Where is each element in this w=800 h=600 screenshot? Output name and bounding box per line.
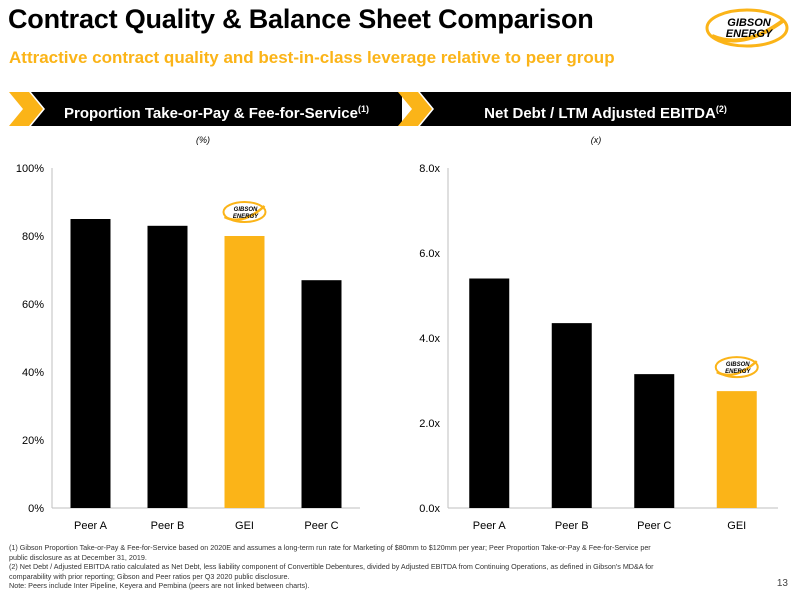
y-tick-label: 6.0x bbox=[419, 248, 440, 260]
logo-line2: ENERGY bbox=[726, 28, 774, 40]
y-tick-label: 8.0x bbox=[419, 163, 440, 175]
gibson-energy-logo: GIBSON ENERGY bbox=[705, 8, 789, 48]
page-number: 13 bbox=[776, 578, 788, 589]
right-chart-banner: Net Debt / LTM Adjusted EBITDA(2) bbox=[398, 92, 791, 126]
y-tick-label: 100% bbox=[16, 163, 44, 175]
y-tick-label: 20% bbox=[22, 435, 44, 447]
footnote-line: (2) Net Debt / Adjusted EBITDA ratio cal… bbox=[9, 562, 654, 572]
x-tick-label: Peer B bbox=[151, 520, 185, 532]
left-bar-chart: 0% 20% 40% 60% 80% 100% Peer A Peer B GEI GIBSONE… bbox=[16, 163, 360, 532]
bar-peer-c bbox=[634, 374, 675, 508]
right-chart-title: Net Debt / LTM Adjusted EBITDA bbox=[484, 105, 716, 122]
svg-text:GIBSON: GIBSON bbox=[234, 207, 258, 213]
left-chart-title: Proportion Take-or-Pay & Fee-for-Service bbox=[64, 105, 358, 122]
y-tick-label: 2.0x bbox=[419, 418, 440, 430]
svg-text:GIBSON: GIBSON bbox=[726, 362, 750, 368]
y-tick-label: 80% bbox=[22, 231, 44, 243]
page-subtitle: Attractive contract quality and best-in-… bbox=[9, 48, 615, 67]
left-chart-banner: Proportion Take-or-Pay & Fee-for-Service… bbox=[9, 92, 402, 126]
footnotes: (1) Gibson Proportion Take-or-Pay & Fee-… bbox=[9, 543, 749, 591]
bar-peer-a bbox=[469, 278, 510, 508]
left-chart-unit: (%) bbox=[196, 135, 210, 145]
x-tick-label: Peer A bbox=[74, 520, 108, 532]
x-tick-label: Peer C bbox=[637, 520, 671, 532]
y-tick-label: 0% bbox=[28, 503, 44, 515]
y-tick-label: 4.0x bbox=[419, 333, 440, 345]
svg-text:ENERGY: ENERGY bbox=[725, 369, 751, 375]
bar-peer-c bbox=[301, 280, 342, 508]
y-tick-label: 0.0x bbox=[419, 503, 440, 515]
x-tick-label: Peer C bbox=[304, 520, 338, 532]
bar-peer-b bbox=[147, 225, 188, 509]
footnote-line: public disclosure as at December 31, 201… bbox=[9, 552, 147, 562]
right-bar-chart: 0.0x 2.0x 4.0x 6.0x 8.0x Peer A Peer B Peer C GE… bbox=[419, 163, 778, 532]
footnote-line: (1) Gibson Proportion Take-or-Pay & Fee-… bbox=[9, 543, 651, 552]
footnote-line: comparability with prior reporting; Gibs… bbox=[9, 571, 290, 581]
x-tick-label: Peer B bbox=[555, 520, 589, 532]
x-tick-label: Peer A bbox=[473, 520, 507, 532]
x-tick-label: GEI bbox=[727, 520, 746, 532]
bar-peer-a bbox=[70, 219, 111, 508]
bar-gei bbox=[224, 236, 265, 508]
svg-text:ENERGY: ENERGY bbox=[233, 214, 259, 220]
y-tick-label: 40% bbox=[22, 367, 44, 379]
y-tick-label: 60% bbox=[22, 299, 44, 311]
logo-line1: GIBSON bbox=[727, 17, 771, 29]
bar-peer-b bbox=[551, 323, 592, 508]
left-chart-footnote-ref: (1) bbox=[357, 104, 369, 114]
bar-gei bbox=[716, 391, 757, 508]
right-chart-footnote-ref: (2) bbox=[715, 104, 727, 114]
right-chart-unit: (x) bbox=[590, 135, 602, 145]
x-tick-label: GEI bbox=[235, 520, 254, 532]
footnote-line: Note: Peers include Inter Pipeline, Keye… bbox=[9, 581, 310, 591]
page-title: Contract Quality & Balance Sheet Compari… bbox=[8, 4, 594, 34]
